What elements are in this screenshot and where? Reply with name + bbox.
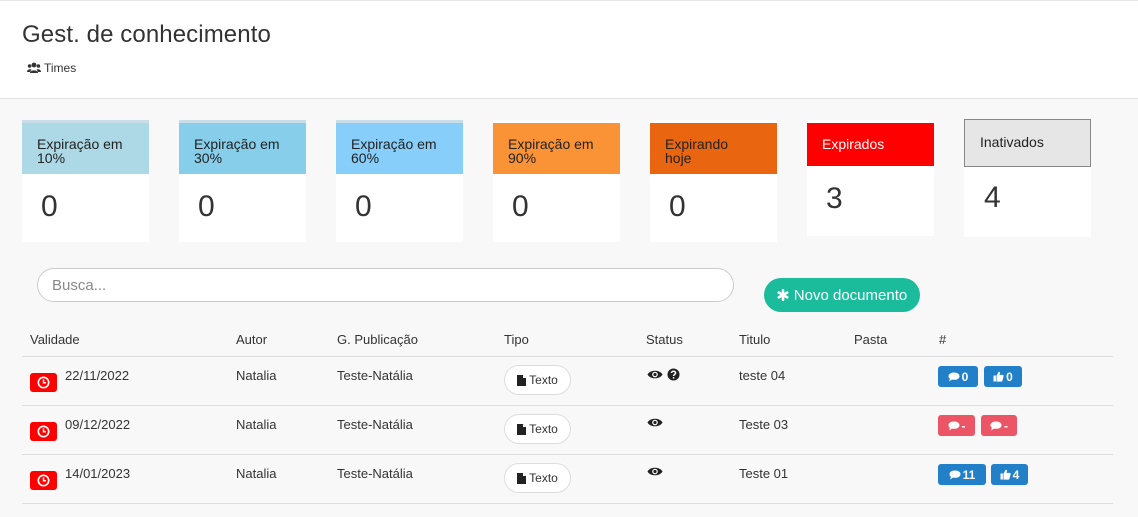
thumbs-up-icon xyxy=(1000,469,1011,480)
page-title: Gest. de conhecimento xyxy=(22,21,271,48)
type-badge: Texto xyxy=(504,365,571,395)
eye-icon[interactable] xyxy=(647,369,663,380)
comment-icon xyxy=(990,421,1002,430)
likes-button[interactable]: 0 xyxy=(984,366,1022,387)
card-count: 0 xyxy=(512,190,529,223)
comments-button[interactable]: 0 xyxy=(938,366,978,387)
card-count: 4 xyxy=(984,181,1001,214)
status-icons xyxy=(647,368,680,381)
column-validade[interactable]: Validade xyxy=(30,332,80,347)
publication-group: Teste-Natália xyxy=(337,466,413,481)
card-expiring-today[interactable]: Expirando hoje 0 xyxy=(650,120,777,242)
validade-date: 14/01/2023 xyxy=(65,466,131,481)
page-header: Gest. de conhecimento Times xyxy=(0,0,1138,99)
author: Natalia xyxy=(236,417,277,432)
card-expiration-90[interactable]: Expiração em 90% 0 xyxy=(493,120,620,242)
column-tipo[interactable]: Tipo xyxy=(504,332,529,347)
validade-date: 09/12/2022 xyxy=(65,417,131,432)
card-expiration-10[interactable]: Expiração em 10% 0 xyxy=(22,120,149,242)
column-status[interactable]: Status xyxy=(646,332,683,347)
author: Natalia xyxy=(236,368,277,383)
eye-icon[interactable] xyxy=(647,417,663,428)
comment-icon xyxy=(948,372,960,381)
card-header: Expirando hoje xyxy=(650,120,777,174)
validade-date: 22/11/2022 xyxy=(65,368,130,383)
card-header: Expiração em 90% xyxy=(493,120,620,174)
document-title[interactable]: teste 04 xyxy=(739,368,786,383)
table-row[interactable]: 09/12/2022 Natalia Teste-Natália Texto T… xyxy=(22,406,1113,455)
eye-icon[interactable] xyxy=(647,466,663,477)
card-count: 0 xyxy=(669,190,686,223)
file-icon xyxy=(517,423,527,435)
card-expiration-30[interactable]: Expiração em 30% 0 xyxy=(179,120,306,242)
users-icon xyxy=(27,62,41,73)
document-title[interactable]: Teste 03 xyxy=(739,417,789,432)
clock-icon xyxy=(37,376,50,389)
comments-secondary-button[interactable]: - xyxy=(981,415,1017,436)
column-autor[interactable]: Autor xyxy=(236,332,268,347)
publication-group: Teste-Natália xyxy=(337,368,413,383)
document-title[interactable]: Teste 01 xyxy=(739,466,789,481)
question-circle-icon[interactable] xyxy=(667,368,680,381)
asterisk-icon xyxy=(777,289,789,301)
file-icon xyxy=(517,472,527,484)
documents-table: Validade Autor G. Publicação Tipo Status… xyxy=(22,323,1113,504)
type-badge: Texto xyxy=(504,463,571,493)
comments-button[interactable]: - xyxy=(938,415,975,436)
publication-group: Teste-Natália xyxy=(337,417,413,432)
card-header: Expiração em 60% xyxy=(336,120,463,174)
card-count: 3 xyxy=(826,182,843,215)
expired-clock-badge xyxy=(30,471,57,490)
comment-icon xyxy=(948,421,959,430)
table-row[interactable]: 14/01/2023 Natalia Teste-Natália Texto T… xyxy=(22,455,1113,504)
card-header: Expiração em 30% xyxy=(179,120,306,174)
type-badge: Texto xyxy=(504,414,571,444)
card-expired[interactable]: Expirados 3 xyxy=(807,120,934,236)
table-row[interactable]: 22/11/2022 Natalia Teste-Natália Texto t… xyxy=(22,357,1113,406)
comment-icon xyxy=(949,470,961,479)
card-inactive[interactable]: Inativados 4 xyxy=(964,119,1091,237)
new-document-button[interactable]: Novo documento xyxy=(764,278,920,312)
clock-icon xyxy=(37,474,50,487)
new-document-label: Novo documento xyxy=(793,286,908,304)
file-icon xyxy=(517,374,527,386)
column-publicacao[interactable]: G. Publicação xyxy=(337,332,418,347)
breadcrumb-label: Times xyxy=(44,61,77,75)
comments-button[interactable]: 11 xyxy=(938,464,986,485)
card-count: 0 xyxy=(198,190,215,223)
column-pasta[interactable]: Pasta xyxy=(854,332,888,347)
card-header: Expirados xyxy=(807,120,934,166)
author: Natalia xyxy=(236,466,277,481)
card-count: 0 xyxy=(355,190,372,223)
expired-clock-badge xyxy=(30,422,57,441)
clock-icon xyxy=(37,425,50,438)
card-header: Expiração em 10% xyxy=(22,120,149,174)
card-header: Inativados xyxy=(964,119,1091,167)
column-titulo[interactable]: Titulo xyxy=(739,332,771,347)
status-icons xyxy=(647,417,663,428)
search-input[interactable] xyxy=(37,268,734,302)
card-count: 0 xyxy=(41,190,58,223)
card-expiration-60[interactable]: Expiração em 60% 0 xyxy=(336,120,463,242)
column-actions: # xyxy=(939,332,947,347)
likes-button[interactable]: 4 xyxy=(991,464,1028,485)
breadcrumb[interactable]: Times xyxy=(27,61,76,75)
expired-clock-badge xyxy=(30,373,57,392)
thumbs-up-icon xyxy=(993,371,1004,382)
table-header: Validade Autor G. Publicação Tipo Status… xyxy=(22,323,1113,357)
status-icons xyxy=(647,466,663,477)
